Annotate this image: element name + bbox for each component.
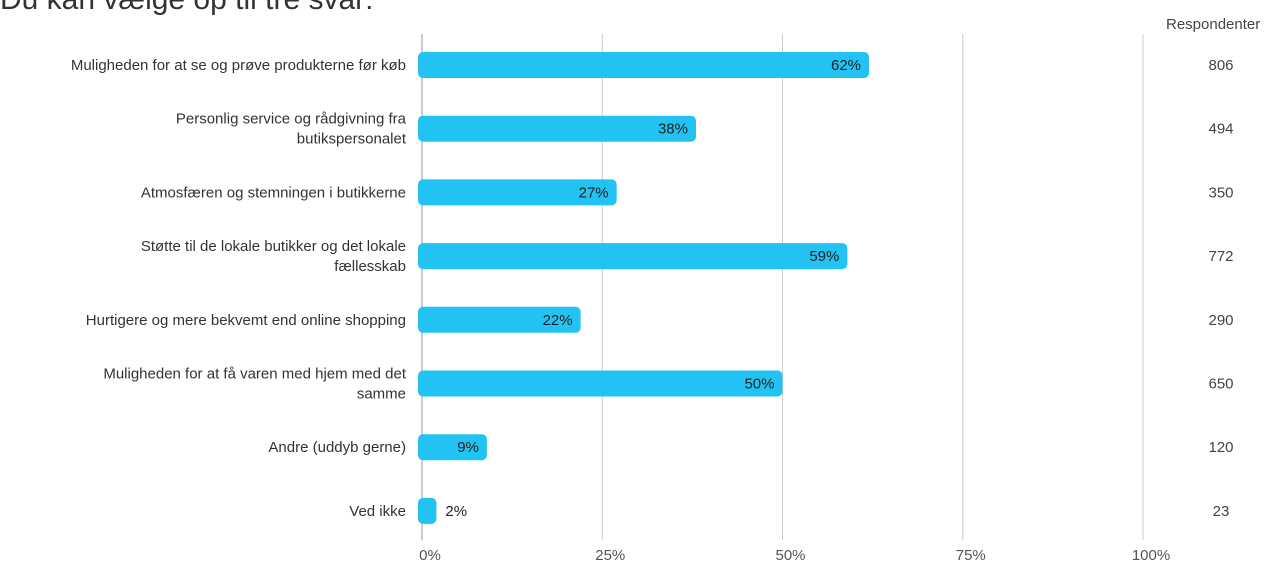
bar: [418, 306, 581, 333]
bar: [418, 115, 696, 142]
category-label: Personlig service og rådgivning fra: [176, 111, 407, 128]
x-tick-label: 25%: [595, 547, 625, 563]
respondents-header: Respondenter: [1166, 16, 1261, 33]
category-label: samme: [357, 386, 406, 403]
category-label: Atmosfæren og stemningen i butikkerne: [141, 184, 406, 201]
x-tick-label: 50%: [775, 547, 805, 563]
category-label: fællesskab: [334, 258, 406, 275]
category-label: butikspersonalet: [297, 131, 407, 148]
bar: [418, 370, 783, 397]
bar: [418, 243, 848, 270]
chart-subtitle: Du kan vælge op til tre svar:: [0, 0, 374, 18]
data-label: 22%: [543, 312, 573, 329]
x-tick-label: 75%: [956, 547, 986, 563]
data-label: 38%: [658, 121, 688, 138]
respondent-count: 120: [1208, 439, 1233, 456]
data-label: 27%: [579, 184, 609, 201]
data-label: 2%: [445, 503, 467, 520]
x-tick-label: 100%: [1132, 547, 1170, 563]
respondent-count: 806: [1208, 57, 1233, 74]
data-label: 59%: [809, 248, 839, 265]
bar: [418, 497, 437, 524]
category-label: Ved ikke: [349, 503, 406, 520]
respondent-count: 494: [1208, 121, 1233, 138]
category-label: Hurtigere og mere bekvemt end online sho…: [86, 312, 406, 329]
respondent-count: 350: [1208, 184, 1233, 201]
x-tick-label: 0%: [419, 547, 441, 563]
category-label: Muligheden for at få varen med hjem med …: [103, 366, 406, 383]
bar: [418, 179, 617, 206]
bar: [418, 52, 870, 78]
respondent-count: 290: [1208, 312, 1233, 329]
data-label: 62%: [831, 57, 861, 74]
bar: [418, 434, 487, 461]
category-label: Muligheden for at se og prøve produktern…: [71, 57, 406, 74]
data-label: 50%: [744, 376, 774, 393]
category-label: Støtte til de lokale butikker og det lok…: [141, 238, 406, 255]
data-label: 9%: [457, 439, 479, 456]
respondent-count: 23: [1213, 503, 1230, 520]
category-label: Andre (uddyb gerne): [268, 439, 406, 456]
respondent-count: 772: [1208, 248, 1233, 265]
respondent-count: 650: [1208, 376, 1233, 393]
